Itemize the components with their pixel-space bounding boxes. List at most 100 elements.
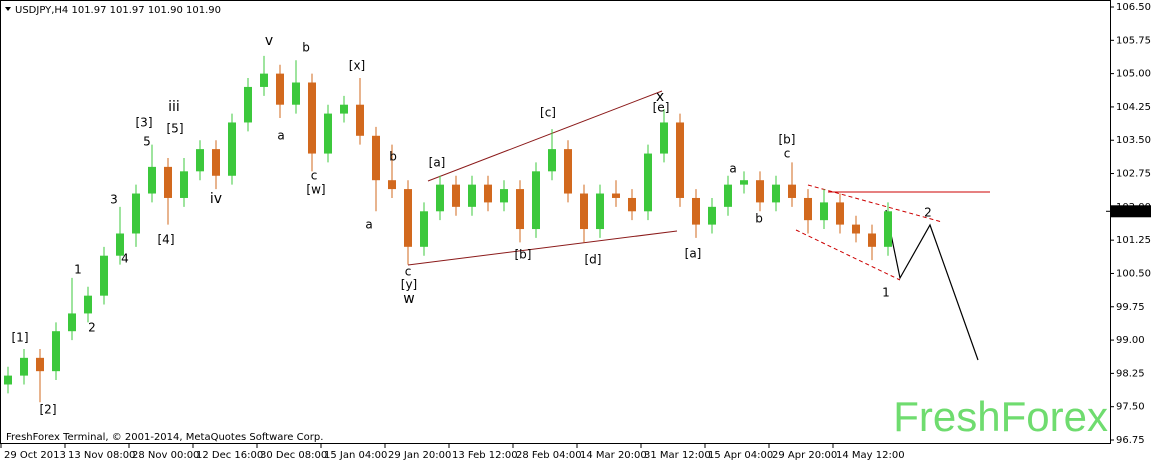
wave-label: b [755,212,763,226]
trend-line [427,90,663,182]
candle-body [500,189,508,203]
wave-label: 4 [121,252,129,266]
wave-label: [x] [349,59,365,73]
wave-label: c [405,265,412,279]
wave-label: [a] [685,247,702,261]
candle-body [676,122,684,198]
forecast-path [885,209,979,361]
candle-body [868,233,876,247]
candle-body [100,255,108,296]
candle-body [644,153,652,212]
candle-body [420,211,428,247]
wave-label: [w] [306,183,325,197]
last-price-label: 101.90 [1115,206,1150,217]
x-tick-label: 12 Dec 16:00 [196,450,263,461]
wave-label: [e] [653,101,670,115]
candles [4,55,892,403]
candle-body [84,295,92,314]
wave-label: [c] [540,106,556,120]
y-tick-label: 101.25 [1116,235,1151,246]
wave-label: [d] [585,253,602,267]
candle-body [20,357,28,376]
wave-label: a [729,162,736,176]
y-tick-label: 106.50 [1116,2,1151,13]
y-tick-label: 103.50 [1116,135,1151,146]
candle-body [484,184,492,203]
wave-label: [1] [12,331,29,345]
candle-body [116,233,124,256]
wave-label: [a] [429,156,446,170]
candle-body [820,202,828,221]
y-tick-label: 97.50 [1116,402,1145,413]
x-tick-label: 13 Nov 08:00 [68,450,135,461]
y-tick-label: 102.75 [1116,169,1151,180]
y-tick-label: 100.50 [1116,268,1151,279]
candle-body [836,202,844,225]
candle-body [52,331,60,372]
candle-body [564,149,572,194]
copyright: FreshForex Terminal, © 2001-2014, MetaQu… [6,432,323,443]
candle-body [452,184,460,207]
candle-body [756,180,764,203]
candle-body [36,357,44,372]
wave-label: 2 [88,321,96,335]
candle-body [580,193,588,230]
wave-label: [5] [167,122,184,136]
candle-body [308,82,316,154]
y-tick-label: 104.25 [1116,102,1151,113]
candle-body [516,189,524,230]
wave-label: [3] [136,116,153,130]
menu-arrow[interactable] [5,7,11,11]
candle-body [228,122,236,176]
last-price-box [1111,205,1151,218]
candle-body [436,184,444,212]
wave-label: [4] [158,233,175,247]
trend-line [407,230,678,266]
x-tick-label: 30 Dec 08:00 [260,450,327,461]
x-tick-label: 28 Feb 04:00 [516,450,582,461]
candle-body [356,104,364,136]
wave-label: iv [210,191,222,207]
y-tick-label: 105.75 [1116,35,1151,46]
candle-body [276,73,284,105]
wave-label: [b] [515,248,532,262]
candle-body [132,193,140,234]
candle-body [532,171,540,230]
wave-label: iii [168,99,180,115]
wave-label: b [389,150,397,164]
x-tick-label: 28 Nov 00:00 [132,450,199,461]
x-tick-label: 13 Feb 12:00 [452,450,518,461]
candle-body [340,104,348,114]
x-tick-label: 15 Apr 04:00 [708,450,773,461]
wave-label: 2 [924,206,932,220]
candle-body [884,211,892,247]
channel-line [795,229,901,281]
wave-label: a [277,129,284,143]
wave-label: c [311,169,318,183]
watermark: FreshForex [893,393,1108,440]
y-tick-label: 99.75 [1116,302,1145,313]
candle-body [596,193,604,230]
x-tick-label: 14 May 12:00 [836,450,905,461]
wave-label: 5 [143,135,151,149]
candle-body [260,73,268,87]
wave-label: [2] [40,403,57,417]
plot-frame [0,0,1111,444]
x-tick-label: 14 Mar 20:00 [580,450,647,461]
wave-label: a [365,218,372,232]
wave-label: 1 [74,263,82,277]
x-tick-label: 29 Jan 20:00 [388,450,451,461]
candle-body [772,184,780,203]
wave-label: 3 [110,193,118,207]
candle-body [68,313,76,332]
candle-body [628,197,636,212]
wave-label: b [302,41,310,55]
candle-body [244,86,252,123]
x-tick-label: 29 Apr 20:00 [772,450,837,461]
x-tick-label: 29 Oct 2013 [4,450,66,461]
candle-body [4,375,12,385]
y-tick-label: 105.00 [1116,69,1151,80]
candle-body [692,197,700,225]
